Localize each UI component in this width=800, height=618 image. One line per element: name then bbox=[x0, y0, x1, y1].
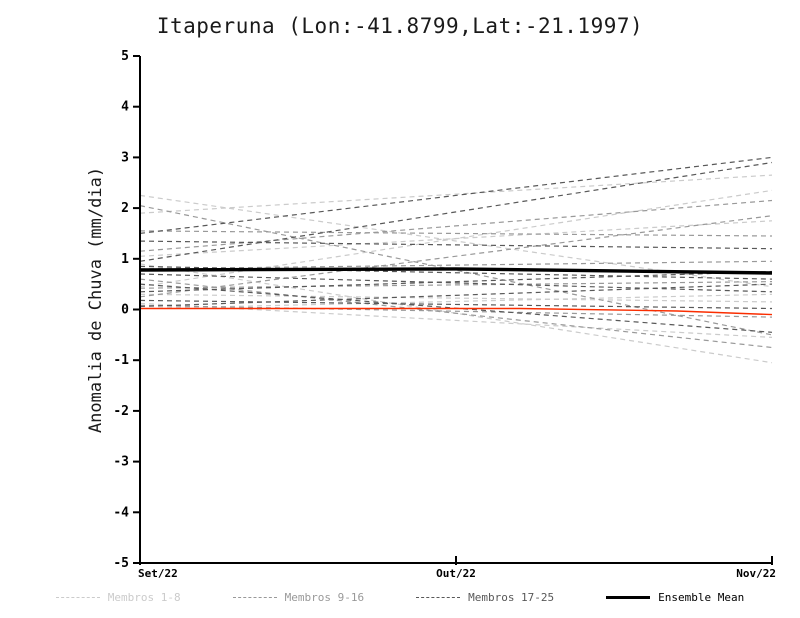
legend-label: Membros 1-8 bbox=[107, 591, 181, 604]
dashed-line-swatch bbox=[416, 597, 461, 598]
member-line bbox=[139, 273, 773, 293]
y-tick-label: 1 bbox=[121, 252, 129, 267]
y-tick-label: 2 bbox=[121, 201, 129, 216]
solid-line-swatch bbox=[606, 596, 651, 599]
y-tick-label: -2 bbox=[113, 404, 129, 419]
y-tick-label: -1 bbox=[113, 353, 129, 368]
member-line bbox=[139, 156, 773, 234]
member-line bbox=[139, 215, 773, 298]
member-line bbox=[139, 293, 773, 310]
member-line bbox=[139, 161, 773, 262]
legend-label: Ensemble Mean bbox=[658, 591, 745, 604]
member-line bbox=[139, 189, 773, 288]
member-line bbox=[139, 281, 773, 289]
member-line bbox=[139, 240, 773, 250]
legend-item-membros-9-16: Membros 9-16 bbox=[232, 591, 365, 604]
legend: Membros 1-8 Membros 9-16 Membros 17-25 E… bbox=[0, 591, 800, 604]
member-line bbox=[139, 199, 773, 252]
x-tick-label: Out/22 bbox=[436, 567, 476, 580]
legend-item-membros-1-8: Membros 1-8 bbox=[55, 591, 181, 604]
y-tick-label: -3 bbox=[113, 455, 129, 470]
y-tick-label: 5 bbox=[121, 49, 129, 64]
member-line bbox=[139, 260, 773, 270]
member-line bbox=[139, 302, 773, 338]
member-line bbox=[139, 304, 773, 318]
legend-item-ensemble-mean: Ensemble Mean bbox=[606, 591, 744, 604]
member-line bbox=[139, 299, 773, 310]
chart-title: Itaperuna (Lon:-41.8799,Lat:-21.1997) bbox=[156, 14, 644, 38]
legend-item-membros-17-25: Membros 17-25 bbox=[416, 591, 554, 604]
y-tick-label: 4 bbox=[121, 100, 129, 115]
dashed-line-swatch bbox=[55, 597, 100, 598]
member-line bbox=[139, 293, 773, 303]
zero-anomaly-line bbox=[140, 307, 773, 316]
dashed-line-swatch bbox=[232, 597, 277, 598]
y-tick-label: -5 bbox=[113, 556, 129, 571]
x-tick-label: Set/22 bbox=[138, 567, 178, 580]
member-line bbox=[139, 270, 773, 293]
x-tick-label: Nov/22 bbox=[736, 567, 776, 580]
member-line bbox=[139, 278, 773, 349]
member-line bbox=[139, 230, 773, 237]
y-tick-label: 0 bbox=[121, 303, 129, 318]
legend-label: Membros 17-25 bbox=[468, 591, 555, 604]
member-line bbox=[139, 283, 773, 308]
legend-label: Membros 9-16 bbox=[284, 591, 365, 604]
y-tick-label: 3 bbox=[121, 150, 129, 165]
member-line bbox=[139, 174, 773, 214]
ensemble-mean-line bbox=[139, 267, 773, 275]
y-tick-label: -4 bbox=[113, 505, 129, 520]
member-line bbox=[139, 265, 773, 280]
